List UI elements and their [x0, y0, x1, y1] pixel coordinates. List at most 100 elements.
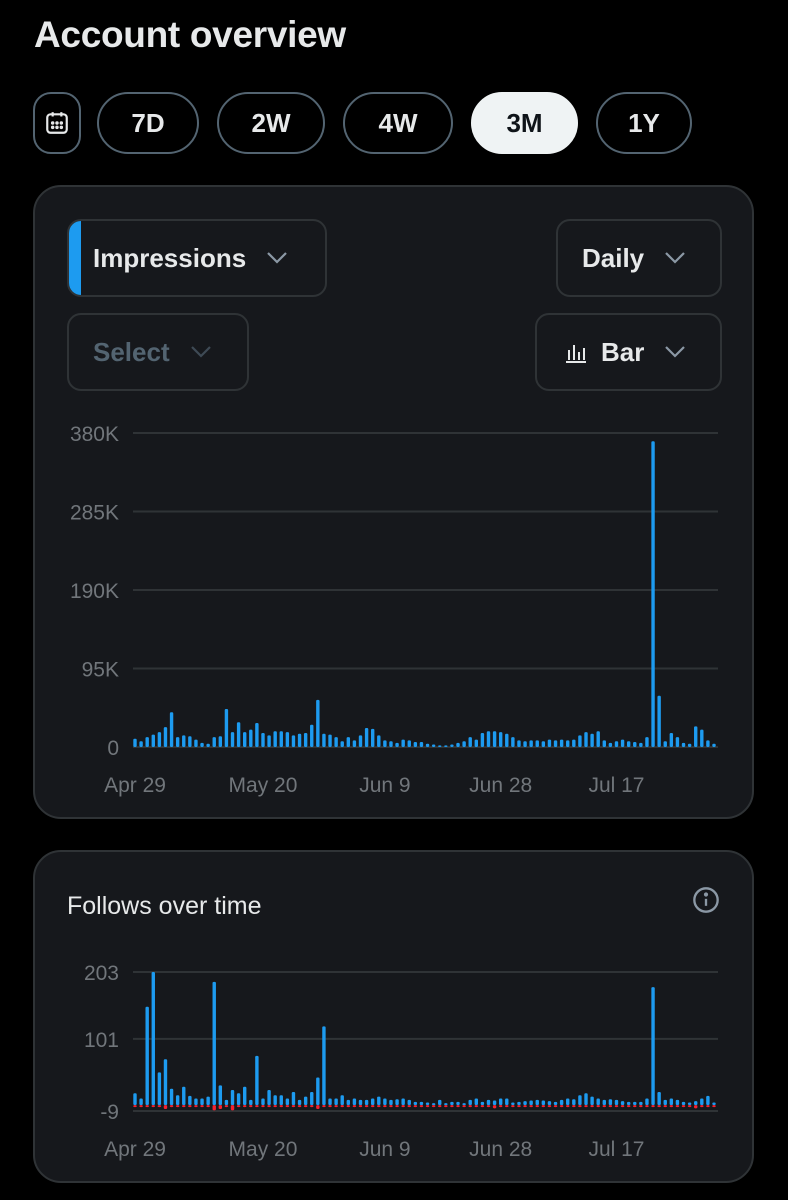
unfollows-bar [169, 1105, 174, 1108]
follows-bar [346, 1099, 351, 1106]
impressions-bar [133, 738, 137, 747]
follows-bar [633, 1101, 637, 1106]
impressions-bar [553, 740, 558, 747]
follows-bar [639, 1101, 643, 1106]
calendar-button[interactable] [33, 92, 81, 154]
follows-chart: -9 101 203 Apr 29 May 20 Jun 9 Jun 28 Jul 17 [84, 962, 718, 1161]
range-1y-button[interactable]: 1Y [596, 92, 692, 154]
unfollows-bar [645, 1105, 649, 1108]
follows-bar [529, 1100, 533, 1106]
unfollows-bar [578, 1105, 582, 1108]
compare-dropdown-label: Select [93, 336, 170, 367]
unfollows-bar [639, 1105, 643, 1108]
follows-bar [334, 1098, 338, 1106]
x-tick-label: Jun 28 [469, 1138, 532, 1161]
impressions-bar [675, 737, 680, 747]
impressions-bar [608, 742, 613, 747]
impressions-bar [383, 740, 387, 747]
impressions-bar [370, 728, 375, 747]
impressions-bar [444, 745, 448, 747]
follows-bar [389, 1099, 393, 1106]
impressions-bar [395, 742, 399, 747]
follows-bar [474, 1098, 479, 1106]
follows-bar [431, 1103, 436, 1106]
unfollows-bar [346, 1105, 351, 1108]
impressions-bar [316, 699, 320, 747]
metric-dropdown[interactable]: Impressions [67, 219, 327, 297]
compare-dropdown[interactable]: Select [67, 313, 249, 391]
impressions-bar [364, 727, 369, 747]
unfollows-bar [316, 1105, 320, 1110]
unfollows-bar [212, 1105, 216, 1111]
impressions-bar [620, 739, 625, 747]
impressions-bar [687, 743, 692, 747]
unfollows-bar [450, 1105, 454, 1108]
x-tick-label: Apr 29 [104, 1138, 166, 1161]
impressions-bar [218, 736, 223, 747]
y-tick-label: -9 [100, 1101, 119, 1124]
unfollows-bar [559, 1105, 564, 1108]
impressions-bar [255, 723, 259, 747]
follows-bar [553, 1101, 558, 1106]
impressions-bar [169, 712, 174, 747]
impressions-bar [291, 735, 296, 747]
follows-bar [273, 1095, 277, 1106]
impressions-bar [572, 739, 576, 747]
x-tick-label: May 20 [229, 1138, 298, 1161]
range-4w-button[interactable]: 4W [343, 92, 453, 154]
follows-bar [407, 1099, 411, 1106]
impressions-bar [602, 740, 606, 747]
unfollows-bar [547, 1105, 552, 1108]
y-tick-label: 190K [70, 580, 119, 603]
impressions-bar [669, 732, 674, 747]
follows-bar [486, 1099, 491, 1106]
impressions-bar [389, 741, 393, 747]
range-7d-button[interactable]: 7D [97, 92, 199, 154]
impressions-bar [529, 740, 533, 747]
impressions-bar [639, 742, 643, 747]
impressions-bar [523, 741, 527, 747]
follows-bar [584, 1093, 588, 1106]
unfollows-bar [596, 1105, 600, 1108]
unfollows-bar [438, 1105, 442, 1108]
unfollows-bar [395, 1105, 399, 1108]
follows-bar [663, 1099, 667, 1106]
unfollows-bar [425, 1105, 430, 1108]
impressions-bar [407, 740, 411, 747]
follows-bar [596, 1098, 600, 1106]
impressions-bar [273, 731, 277, 747]
impressions-bar [425, 743, 430, 747]
impressions-bar [578, 735, 582, 747]
follows-bar [352, 1098, 357, 1106]
chart-type-dropdown[interactable]: Bar [535, 313, 722, 391]
range-2w-button[interactable]: 2W [217, 92, 325, 154]
follows-bar [425, 1102, 430, 1106]
impressions-bar [438, 745, 442, 747]
follows-bar [578, 1095, 582, 1106]
info-icon[interactable] [692, 886, 720, 919]
follows-bar [303, 1096, 308, 1106]
unfollows-bar [474, 1105, 479, 1108]
impressions-bar [706, 740, 710, 747]
unfollows-bar [413, 1105, 418, 1108]
unfollows-bar [553, 1105, 558, 1108]
impressions-bar [559, 739, 564, 747]
range-3m-button[interactable]: 3M [471, 92, 578, 154]
unfollows-bar [334, 1105, 338, 1108]
unfollows-bar [377, 1105, 381, 1108]
impressions-bar [657, 695, 661, 747]
follows-bar [383, 1098, 387, 1106]
unfollows-bar [236, 1105, 241, 1108]
impressions-bar [352, 740, 357, 747]
time-range-selector: 7D 2W 4W 3M 1Y [33, 92, 710, 154]
follows-bar [261, 1098, 265, 1106]
follows-bar [236, 1093, 241, 1106]
follows-bar [541, 1100, 546, 1106]
follows-bar [139, 1098, 143, 1106]
follows-bar [572, 1099, 576, 1106]
interval-dropdown[interactable]: Daily [556, 219, 722, 297]
metric-dropdown-label: Impressions [93, 242, 247, 273]
unfollows-bar [157, 1105, 162, 1108]
chevron-down-icon [664, 345, 686, 359]
unfollows-bar [468, 1105, 472, 1108]
